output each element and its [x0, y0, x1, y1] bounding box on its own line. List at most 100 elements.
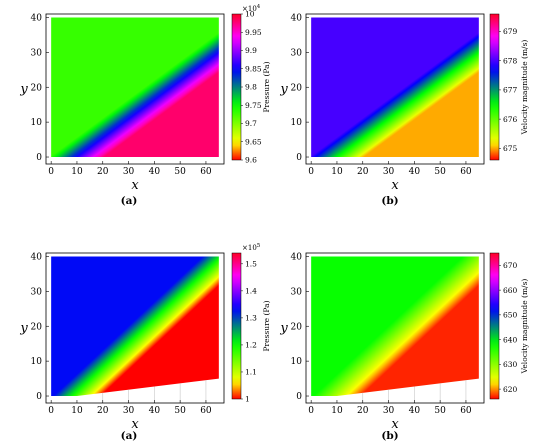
x-tick-label: 60 — [200, 406, 212, 416]
colorbar-label: Velocity magnitude (m/s) — [520, 279, 529, 375]
x-tick-label: 30 — [123, 406, 135, 416]
x-tick-label: 0 — [308, 167, 314, 177]
y-axis-label: y — [279, 82, 288, 97]
x-tick-label: 0 — [48, 167, 54, 177]
x-tick-label: 50 — [174, 167, 186, 177]
x-tick-label: 10 — [331, 167, 343, 177]
y-tick-label: 10 — [31, 357, 43, 367]
panel-caption: (a) — [121, 430, 138, 442]
x-tick-label: 50 — [434, 167, 446, 177]
colorbar-tick-label: 678 — [503, 56, 518, 65]
x-tick-label: 10 — [331, 406, 343, 416]
panel-caption: (a) — [121, 195, 138, 207]
x-tick-label: 30 — [383, 167, 395, 177]
colorbar-multiplier-exponent: 4 — [257, 4, 261, 10]
y-tick-label: 10 — [291, 357, 303, 367]
x-tick-label: 60 — [460, 167, 472, 177]
x-tick-label: 20 — [97, 406, 109, 416]
colorbar-tick-label: 679 — [503, 27, 518, 36]
y-tick-label: 20 — [291, 322, 303, 332]
y-tick-label: 20 — [31, 322, 43, 332]
x-tick-label: 0 — [48, 406, 54, 416]
y-axis-label: y — [19, 82, 28, 97]
y-axis-label: y — [279, 321, 288, 336]
x-axis-label: x — [131, 178, 139, 193]
x-tick-label: 60 — [460, 406, 472, 416]
colorbar-multiplier-exponent: 5 — [257, 243, 261, 249]
x-tick-label: 50 — [174, 406, 186, 416]
colorbar-tick-label: 9.9 — [245, 46, 257, 55]
colorbar-tick-label: 620 — [503, 385, 518, 394]
y-tick-label: 20 — [31, 83, 43, 93]
x-tick-label: 0 — [308, 406, 314, 416]
panel-caption: (b) — [381, 195, 398, 207]
panel-caption: (b) — [381, 430, 398, 442]
x-tick-label: 40 — [149, 406, 161, 416]
colorbar-multiplier: ×105 — [242, 243, 261, 252]
y-tick-label: 40 — [291, 13, 303, 23]
y-tick-label: 0 — [36, 153, 42, 163]
panel-2: 0 10 20 30 40 50 60 0 10 20 30 40 x y 679 678 677 676 675V… — [279, 13, 529, 207]
y-tick-label: 0 — [296, 153, 302, 163]
colorbar-tick-label: 10 — [245, 10, 255, 19]
y-tick-label: 40 — [31, 252, 43, 262]
colorbar-tick-label: 1.1 — [245, 368, 257, 377]
field-fill — [51, 17, 219, 158]
colorbar-tick-label: 630 — [503, 360, 518, 369]
panel-4: 0 10 20 30 40 50 60 0 10 20 30 40 x y 670 660 650 640 630 6… — [279, 252, 529, 442]
x-tick-label: 40 — [409, 167, 421, 177]
y-tick-label: 40 — [291, 252, 303, 262]
y-tick-label: 30 — [31, 48, 43, 58]
y-tick-label: 20 — [291, 83, 303, 93]
x-tick-label: 20 — [357, 167, 369, 177]
colorbar-tick-label: 9.65 — [245, 137, 262, 146]
x-tick-label: 60 — [200, 167, 212, 177]
x-axis-label: x — [131, 417, 139, 432]
colorbar-tick-label: 9.8 — [245, 83, 257, 92]
x-tick-label: 20 — [357, 406, 369, 416]
colorbar-tick-label: 1.4 — [245, 287, 257, 296]
axes-frame — [45, 13, 225, 165]
colorbar-tick-label: 1.5 — [245, 260, 257, 269]
colorbar-tick-label: 660 — [503, 286, 518, 295]
y-axis-label: y — [19, 321, 28, 336]
colorbar-multiplier: ×104 — [242, 4, 261, 13]
x-axis-label: x — [391, 417, 399, 432]
x-tick-label: 20 — [97, 167, 109, 177]
y-tick-label: 0 — [296, 392, 302, 402]
y-tick-label: 30 — [291, 287, 303, 297]
axes-frame — [305, 13, 485, 165]
axes-frame — [45, 252, 225, 404]
colorbar-tick-label: 9.6 — [245, 156, 257, 165]
x-tick-label: 10 — [71, 167, 83, 177]
colorbar-label: Pressure (Pa) — [262, 300, 271, 351]
field-fill — [51, 256, 219, 397]
colorbar-tick-label: 9.75 — [245, 101, 262, 110]
y-tick-label: 10 — [31, 118, 43, 128]
colorbar-tick-label: 650 — [503, 311, 518, 320]
colorbar-tick-label: 676 — [503, 115, 518, 124]
colorbar-tick-label: 9.85 — [245, 64, 262, 73]
colorbar-tick-label: 9.95 — [245, 28, 262, 37]
x-tick-label: 30 — [123, 167, 135, 177]
y-tick-label: 0 — [36, 392, 42, 402]
y-tick-label: 30 — [291, 48, 303, 58]
x-tick-label: 30 — [383, 406, 395, 416]
colorbar-tick-label: 670 — [503, 261, 518, 270]
panel-1: 0 10 20 30 40 50 60 0 10 20 30 40 x y 10 9.95 9.9 9.85 9.8… — [19, 4, 271, 207]
field-fill — [311, 256, 479, 397]
colorbar — [489, 252, 500, 400]
colorbar — [489, 13, 500, 161]
colorbar-tick-label: 640 — [503, 335, 518, 344]
x-tick-label: 50 — [434, 406, 446, 416]
x-tick-label: 10 — [71, 406, 83, 416]
colorbar-tick-label: 9.7 — [245, 119, 257, 128]
field-fill — [311, 17, 479, 158]
colorbar-label: Pressure (Pa) — [262, 61, 271, 112]
colorbar-tick-label: 1 — [245, 395, 250, 404]
y-tick-label: 30 — [31, 287, 43, 297]
colorbar — [231, 13, 242, 161]
axes-frame — [305, 252, 485, 404]
y-tick-label: 40 — [31, 13, 43, 23]
